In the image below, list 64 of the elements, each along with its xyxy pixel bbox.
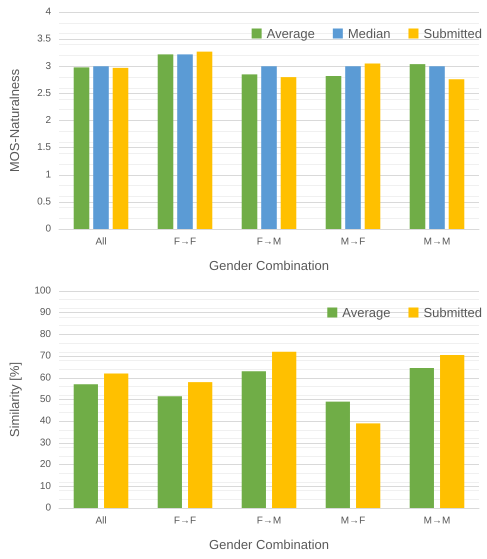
- bar: [93, 66, 109, 229]
- y-tick-label: 50: [40, 394, 52, 405]
- bar: [345, 66, 361, 229]
- legend-label: Median: [348, 26, 390, 41]
- bar: [158, 396, 182, 508]
- bar: [429, 66, 445, 229]
- x-tick-label: M→M: [424, 516, 450, 526]
- legend-label: Average: [266, 26, 315, 41]
- legend-label: Submitted: [423, 26, 482, 41]
- bar: [364, 64, 380, 229]
- x-tick-label: F→M: [256, 236, 282, 248]
- y-tick-label: 0: [45, 224, 52, 234]
- y-tick-label: 1.5: [37, 142, 52, 154]
- bar: [112, 68, 128, 229]
- y-axis-title: MOS-Naturalness: [7, 68, 22, 172]
- bar: [242, 371, 266, 508]
- x-tick-label: All: [95, 516, 107, 526]
- y-axis-title: Similarity [%]: [7, 362, 22, 438]
- y-tick-label: 0.5: [37, 196, 52, 208]
- x-axis-title: Gender Combination: [209, 258, 329, 273]
- y-tick-label: 10: [40, 480, 52, 492]
- x-axis-title: Gender Combination: [209, 537, 329, 552]
- bar: [158, 54, 174, 229]
- x-tick-label: M→F: [340, 516, 366, 526]
- y-tick-label: 2.5: [37, 88, 52, 99]
- x-tick-label: F→M: [256, 516, 282, 526]
- y-tick-label: 0: [45, 502, 52, 514]
- y-tick-label: 4: [45, 6, 52, 18]
- bar: [104, 373, 128, 508]
- x-tick-label: M→M: [424, 236, 450, 248]
- x-tick-label: M→F: [340, 236, 366, 248]
- legend-label: Average: [342, 305, 390, 320]
- y-tick-label: 60: [40, 372, 52, 384]
- bar: [272, 352, 296, 508]
- bar: [326, 402, 350, 508]
- y-tick-label: 70: [40, 350, 52, 362]
- x-tick-label: F→F: [174, 236, 196, 248]
- y-tick-label: 3.5: [37, 34, 52, 45]
- bar: [196, 52, 212, 229]
- y-tick-label: 1: [45, 169, 52, 180]
- y-tick-label: 30: [40, 437, 52, 448]
- bar: [177, 54, 193, 229]
- y-tick-label: 20: [40, 459, 52, 470]
- x-tick-label: All: [95, 236, 107, 248]
- y-tick-label: 2: [45, 115, 52, 126]
- legend-label: Submitted: [423, 305, 482, 320]
- y-tick-label: 80: [40, 328, 52, 340]
- bar: [242, 74, 258, 229]
- bar: [326, 76, 342, 229]
- y-tick-label: 100: [34, 286, 52, 296]
- bar: [448, 79, 464, 229]
- bar: [410, 64, 426, 229]
- bar: [74, 384, 98, 508]
- bar: [410, 368, 434, 508]
- bar: [356, 423, 380, 508]
- y-tick-label: 90: [40, 307, 52, 318]
- bar: [440, 355, 464, 508]
- y-tick-label: 3: [45, 60, 52, 72]
- bar: [261, 66, 277, 229]
- bar: [74, 67, 90, 229]
- bar: [280, 77, 296, 229]
- bar: [188, 382, 212, 508]
- y-tick-label: 40: [40, 416, 52, 427]
- x-tick-label: F→F: [174, 516, 196, 526]
